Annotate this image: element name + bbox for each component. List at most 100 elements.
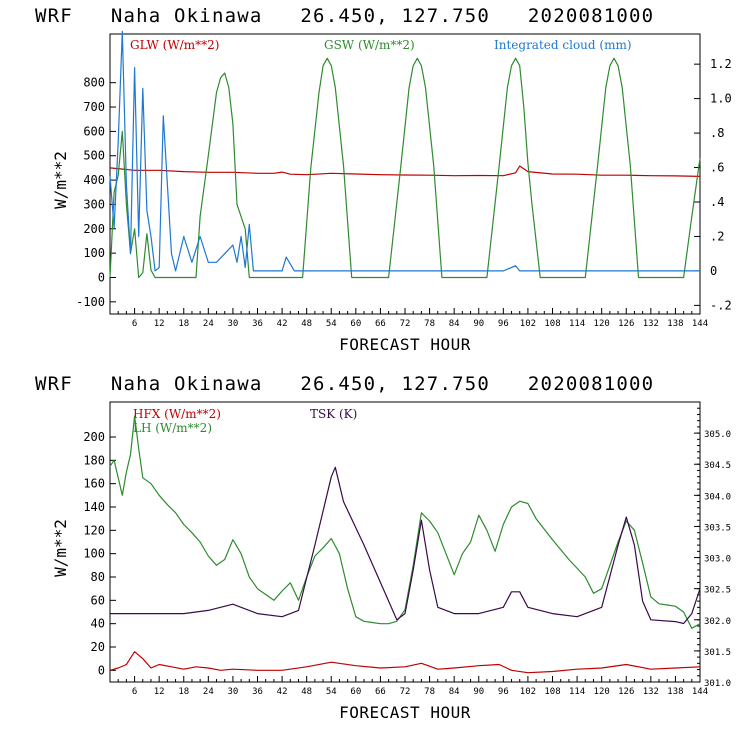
bottom-legend-hfx: HFX (W/m**2) xyxy=(133,407,221,421)
y-right-tick-label: 303.0 xyxy=(704,555,731,565)
y-left-tick-label: 180 xyxy=(83,453,105,467)
y-right-tick-label: 0 xyxy=(710,264,717,278)
top-y-axis-label: W/m**2 xyxy=(51,151,70,209)
y-left-tick-label: 120 xyxy=(83,523,105,537)
bottom-legend-lh: LH (W/m**2) xyxy=(133,421,212,435)
y-right-tick-label: .4 xyxy=(710,195,724,209)
y-left-tick-label: 600 xyxy=(83,124,105,138)
x-tick-label: 30 xyxy=(227,687,238,697)
y-right-tick-label: 305.0 xyxy=(704,430,731,440)
x-tick-label: 144 xyxy=(692,687,708,697)
bottom-x-axis-label: FORECAST HOUR xyxy=(339,703,471,722)
y-left-tick-label: 0 xyxy=(98,663,105,677)
x-tick-label: 18 xyxy=(178,319,189,329)
x-tick-label: 84 xyxy=(449,687,460,697)
y-right-tick-label: 304.0 xyxy=(704,492,731,502)
x-tick-label: 96 xyxy=(498,687,509,697)
x-tick-label: 48 xyxy=(301,319,312,329)
bottom-ticks: 6 12 18 24 30 36 42 48 54 60 66 72 78 84 90 96 102 108 114… xyxy=(83,407,731,697)
y-right-tick-label: 304.5 xyxy=(704,461,731,471)
y-left-tick-label: 60 xyxy=(91,593,105,607)
y-right-tick-label: 301.0 xyxy=(704,679,731,689)
x-tick-label: 132 xyxy=(643,687,659,697)
x-tick-label: 72 xyxy=(400,687,411,697)
x-tick-label: 18 xyxy=(178,687,189,697)
series-line-1 xyxy=(109,57,701,279)
y-left-tick-label: 100 xyxy=(83,547,105,561)
x-tick-label: 48 xyxy=(301,687,312,697)
y-right-tick-label: .8 xyxy=(710,126,724,140)
top-legend-glw: GLW (W/m**2) xyxy=(130,38,219,52)
y-left-tick-label: 300 xyxy=(83,197,105,211)
bottom-chart: WRF Naha Okinawa 26.450, 127.750 2020081… xyxy=(35,373,731,722)
x-tick-label: 96 xyxy=(498,319,509,329)
y-right-tick-label: 302.5 xyxy=(704,586,731,596)
x-tick-label: 60 xyxy=(350,319,361,329)
x-tick-label: 78 xyxy=(424,319,435,329)
y-right-tick-label: .2 xyxy=(710,229,724,243)
y-right-tick-label: 302.0 xyxy=(704,617,731,627)
x-tick-label: 54 xyxy=(326,687,337,697)
x-tick-label: 24 xyxy=(203,687,214,697)
x-tick-label: 126 xyxy=(618,319,634,329)
bottom-legend-tsk: TSK (K) xyxy=(310,407,357,421)
top-legend-gsw: GSW (W/m**2) xyxy=(324,38,415,52)
x-tick-label: 126 xyxy=(618,687,634,697)
top-legend-cloud: Integrated cloud (mm) xyxy=(494,38,632,52)
y-left-tick-label: 700 xyxy=(83,100,105,114)
x-tick-label: 36 xyxy=(252,687,263,697)
y-left-tick-label: 200 xyxy=(83,430,105,444)
x-tick-label: 132 xyxy=(643,319,659,329)
y-right-tick-label: 1.0 xyxy=(710,92,732,106)
y-right-tick-label: 303.5 xyxy=(704,523,731,533)
x-tick-label: 138 xyxy=(667,319,683,329)
x-tick-label: 54 xyxy=(326,319,337,329)
y-left-tick-label: 100 xyxy=(83,246,105,260)
series-line-2 xyxy=(109,30,700,272)
x-tick-label: 36 xyxy=(252,319,263,329)
y-left-tick-label: 400 xyxy=(83,173,105,187)
x-tick-label: 6 xyxy=(132,319,137,329)
y-right-tick-label: .6 xyxy=(710,161,724,175)
x-tick-label: 144 xyxy=(692,319,708,329)
y-left-tick-label: 200 xyxy=(83,222,105,236)
x-tick-label: 42 xyxy=(277,319,288,329)
bottom-series xyxy=(109,415,701,674)
x-tick-label: 78 xyxy=(424,687,435,697)
x-tick-label: 90 xyxy=(473,319,484,329)
x-tick-label: 102 xyxy=(520,319,536,329)
top-chart-title: WRF Naha Okinawa 26.450, 127.750 2020081… xyxy=(35,5,654,27)
x-tick-label: 12 xyxy=(154,319,165,329)
x-tick-label: 114 xyxy=(569,319,585,329)
x-tick-label: 102 xyxy=(520,687,536,697)
series-line-0 xyxy=(109,165,701,177)
bottom-chart-title: WRF Naha Okinawa 26.450, 127.750 2020081… xyxy=(35,373,654,395)
y-left-tick-label: 80 xyxy=(91,570,105,584)
y-left-tick-label: 140 xyxy=(83,500,105,514)
x-tick-label: 66 xyxy=(375,687,386,697)
x-tick-label: 6 xyxy=(132,687,137,697)
x-tick-label: 66 xyxy=(375,319,386,329)
y-left-tick-label: 500 xyxy=(83,149,105,163)
x-tick-label: 108 xyxy=(544,319,560,329)
y-left-tick-label: 20 xyxy=(91,640,105,654)
x-tick-label: 24 xyxy=(203,319,214,329)
y-right-tick-label: 301.5 xyxy=(704,648,731,658)
x-tick-label: 114 xyxy=(569,687,585,697)
bottom-y-axis-label: W/m**2 xyxy=(51,519,70,577)
y-right-tick-label: 1.2 xyxy=(710,57,732,71)
top-x-axis-label: FORECAST HOUR xyxy=(339,335,471,354)
x-tick-label: 42 xyxy=(277,687,288,697)
bottom-plot-frame xyxy=(109,401,701,683)
series-line-1 xyxy=(109,415,701,629)
x-tick-label: 120 xyxy=(594,687,610,697)
y-left-tick-label: -100 xyxy=(76,295,105,309)
x-tick-label: 30 xyxy=(227,319,238,329)
top-ticks: 6 12 18 24 30 36 42 48 54 60 66 72 78 84 90 96 102 108 114… xyxy=(76,57,732,329)
y-left-tick-label: 0 xyxy=(98,270,105,284)
top-series xyxy=(109,30,701,279)
x-tick-label: 60 xyxy=(350,687,361,697)
top-chart: WRF Naha Okinawa 26.450, 127.750 2020081… xyxy=(35,5,732,354)
x-tick-label: 72 xyxy=(400,319,411,329)
series-line-0 xyxy=(109,651,701,674)
